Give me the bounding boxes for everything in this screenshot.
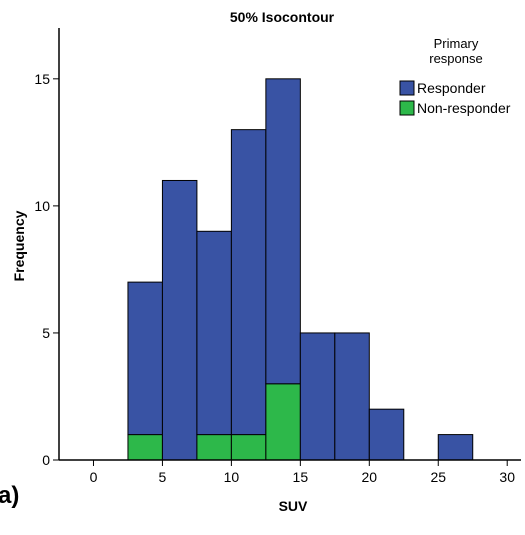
bar-responder-10	[230, 129, 267, 436]
bar-responder-7.5	[196, 230, 232, 436]
y-axis-label: Frequency	[11, 210, 27, 281]
y-tick-label-15: 15	[34, 71, 50, 87]
bar-responder-15	[299, 332, 336, 461]
x-tick-label-20: 20	[362, 469, 378, 485]
x-tick-label-30: 30	[499, 469, 515, 485]
x-tick-label-5: 5	[159, 469, 167, 485]
legend-title: Primary	[434, 36, 479, 51]
legend-label-responder: Responder	[417, 80, 486, 96]
panel-label: a)	[0, 482, 19, 509]
legend-label-non-responder: Non-responder	[417, 100, 511, 116]
legend-swatch-non-responder	[399, 100, 415, 116]
bar-responder-20	[368, 408, 405, 461]
bar-non-responder-2.5	[127, 434, 163, 461]
x-tick-label-10: 10	[224, 469, 240, 485]
legend-title: response	[429, 51, 482, 66]
x-tick-label-15: 15	[293, 469, 309, 485]
bar-responder-2.5	[127, 281, 163, 436]
x-axis-label: SUV	[279, 498, 308, 514]
y-tick-label-10: 10	[34, 198, 50, 214]
x-tick-label-25: 25	[430, 469, 446, 485]
y-tick-label-5: 5	[42, 325, 50, 341]
bar-responder-17.5	[334, 332, 370, 461]
bar-non-responder-10	[230, 434, 267, 461]
chart-title: 50% Isocontour	[230, 9, 335, 25]
bar-non-responder-7.5	[196, 434, 232, 461]
bar-responder-25	[437, 434, 474, 461]
bar-responder-12.5	[265, 78, 301, 385]
bar-responder-5	[161, 179, 198, 461]
plot-area: 0 5 10 15 20 25 30 0 5 10 15	[34, 28, 521, 485]
x-tick-label-0: 0	[90, 469, 98, 485]
bar-non-responder-12.5	[265, 383, 301, 461]
legend-swatch-responder	[399, 80, 415, 96]
y-tick-label-0: 0	[42, 452, 50, 468]
